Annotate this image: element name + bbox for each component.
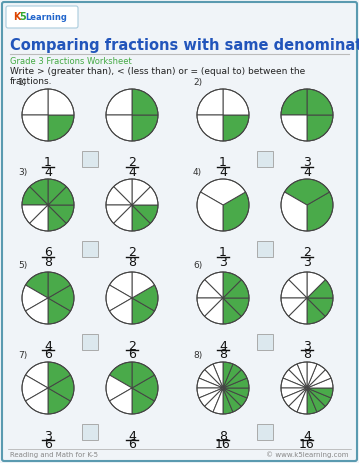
Wedge shape: [106, 205, 132, 223]
Wedge shape: [223, 388, 241, 412]
Text: 3: 3: [303, 339, 311, 352]
Wedge shape: [22, 187, 48, 205]
Text: © www.k5learning.com: © www.k5learning.com: [266, 452, 349, 458]
Wedge shape: [197, 280, 223, 298]
Text: 1): 1): [18, 78, 27, 87]
Bar: [257, 424, 273, 440]
Wedge shape: [307, 378, 333, 388]
Circle shape: [281, 272, 333, 324]
Wedge shape: [132, 187, 158, 205]
Wedge shape: [197, 298, 223, 316]
Text: 2: 2: [303, 246, 311, 259]
Wedge shape: [25, 388, 48, 414]
Wedge shape: [106, 285, 132, 311]
FancyBboxPatch shape: [6, 6, 78, 28]
Wedge shape: [113, 179, 132, 205]
Bar: [82, 151, 98, 167]
Text: 2: 2: [128, 156, 136, 169]
Wedge shape: [281, 378, 307, 388]
Wedge shape: [199, 388, 223, 407]
Wedge shape: [48, 272, 70, 298]
Text: 2: 2: [128, 246, 136, 259]
Wedge shape: [223, 362, 233, 388]
Text: Reading and Math for K-5: Reading and Math for K-5: [10, 452, 98, 458]
Wedge shape: [25, 298, 48, 324]
Wedge shape: [281, 280, 307, 298]
Wedge shape: [289, 364, 307, 388]
Text: 3: 3: [219, 256, 227, 269]
Wedge shape: [132, 89, 158, 115]
Circle shape: [197, 362, 249, 414]
Wedge shape: [132, 285, 158, 311]
Text: 4): 4): [193, 168, 202, 177]
Wedge shape: [22, 89, 48, 115]
Wedge shape: [48, 115, 74, 141]
Circle shape: [281, 362, 333, 414]
Wedge shape: [281, 298, 307, 316]
Text: K: K: [13, 12, 20, 22]
Wedge shape: [213, 388, 223, 414]
Text: 1: 1: [219, 156, 227, 169]
Wedge shape: [106, 89, 132, 115]
Wedge shape: [132, 205, 158, 223]
Wedge shape: [29, 179, 48, 205]
Bar: [257, 241, 273, 257]
Wedge shape: [205, 388, 223, 412]
Wedge shape: [281, 192, 307, 231]
Wedge shape: [197, 378, 223, 388]
Wedge shape: [48, 179, 66, 205]
Text: 4: 4: [128, 430, 136, 443]
Text: 8): 8): [193, 351, 202, 360]
Wedge shape: [22, 115, 48, 141]
Wedge shape: [223, 89, 249, 115]
Wedge shape: [197, 115, 223, 141]
Wedge shape: [307, 298, 333, 316]
Text: 3): 3): [18, 168, 27, 177]
Text: 6: 6: [44, 246, 52, 259]
Wedge shape: [307, 115, 333, 141]
Text: 4: 4: [128, 165, 136, 179]
Text: 4: 4: [303, 165, 311, 179]
Text: 2): 2): [193, 78, 202, 87]
Bar: [257, 334, 273, 350]
Wedge shape: [199, 369, 223, 388]
Wedge shape: [223, 280, 249, 298]
Text: 4: 4: [303, 430, 311, 443]
Circle shape: [197, 89, 249, 141]
Wedge shape: [197, 89, 223, 115]
Circle shape: [22, 179, 74, 231]
Text: 6: 6: [128, 438, 136, 451]
Wedge shape: [307, 388, 331, 407]
Wedge shape: [283, 369, 307, 388]
Wedge shape: [223, 115, 249, 141]
Text: 8: 8: [219, 430, 227, 443]
Wedge shape: [307, 272, 325, 298]
Text: 5: 5: [19, 12, 26, 22]
Text: 4: 4: [44, 339, 52, 352]
Wedge shape: [307, 362, 317, 388]
Wedge shape: [223, 388, 247, 407]
Text: 1: 1: [44, 156, 52, 169]
Wedge shape: [281, 89, 307, 115]
Wedge shape: [48, 205, 66, 231]
Text: 4: 4: [219, 339, 227, 352]
Wedge shape: [307, 369, 331, 388]
Wedge shape: [197, 388, 223, 398]
Text: 16: 16: [299, 438, 315, 451]
Circle shape: [22, 272, 74, 324]
Wedge shape: [223, 192, 249, 231]
Wedge shape: [223, 378, 249, 388]
Text: 3: 3: [303, 256, 311, 269]
Wedge shape: [205, 364, 223, 388]
Text: 4: 4: [44, 165, 52, 179]
Wedge shape: [109, 362, 132, 388]
Bar: [257, 151, 273, 167]
Wedge shape: [307, 388, 325, 412]
Text: 8: 8: [128, 256, 136, 269]
Wedge shape: [205, 272, 223, 298]
Wedge shape: [48, 285, 74, 311]
Wedge shape: [281, 388, 307, 398]
Text: 16: 16: [215, 438, 231, 451]
Wedge shape: [25, 362, 48, 388]
